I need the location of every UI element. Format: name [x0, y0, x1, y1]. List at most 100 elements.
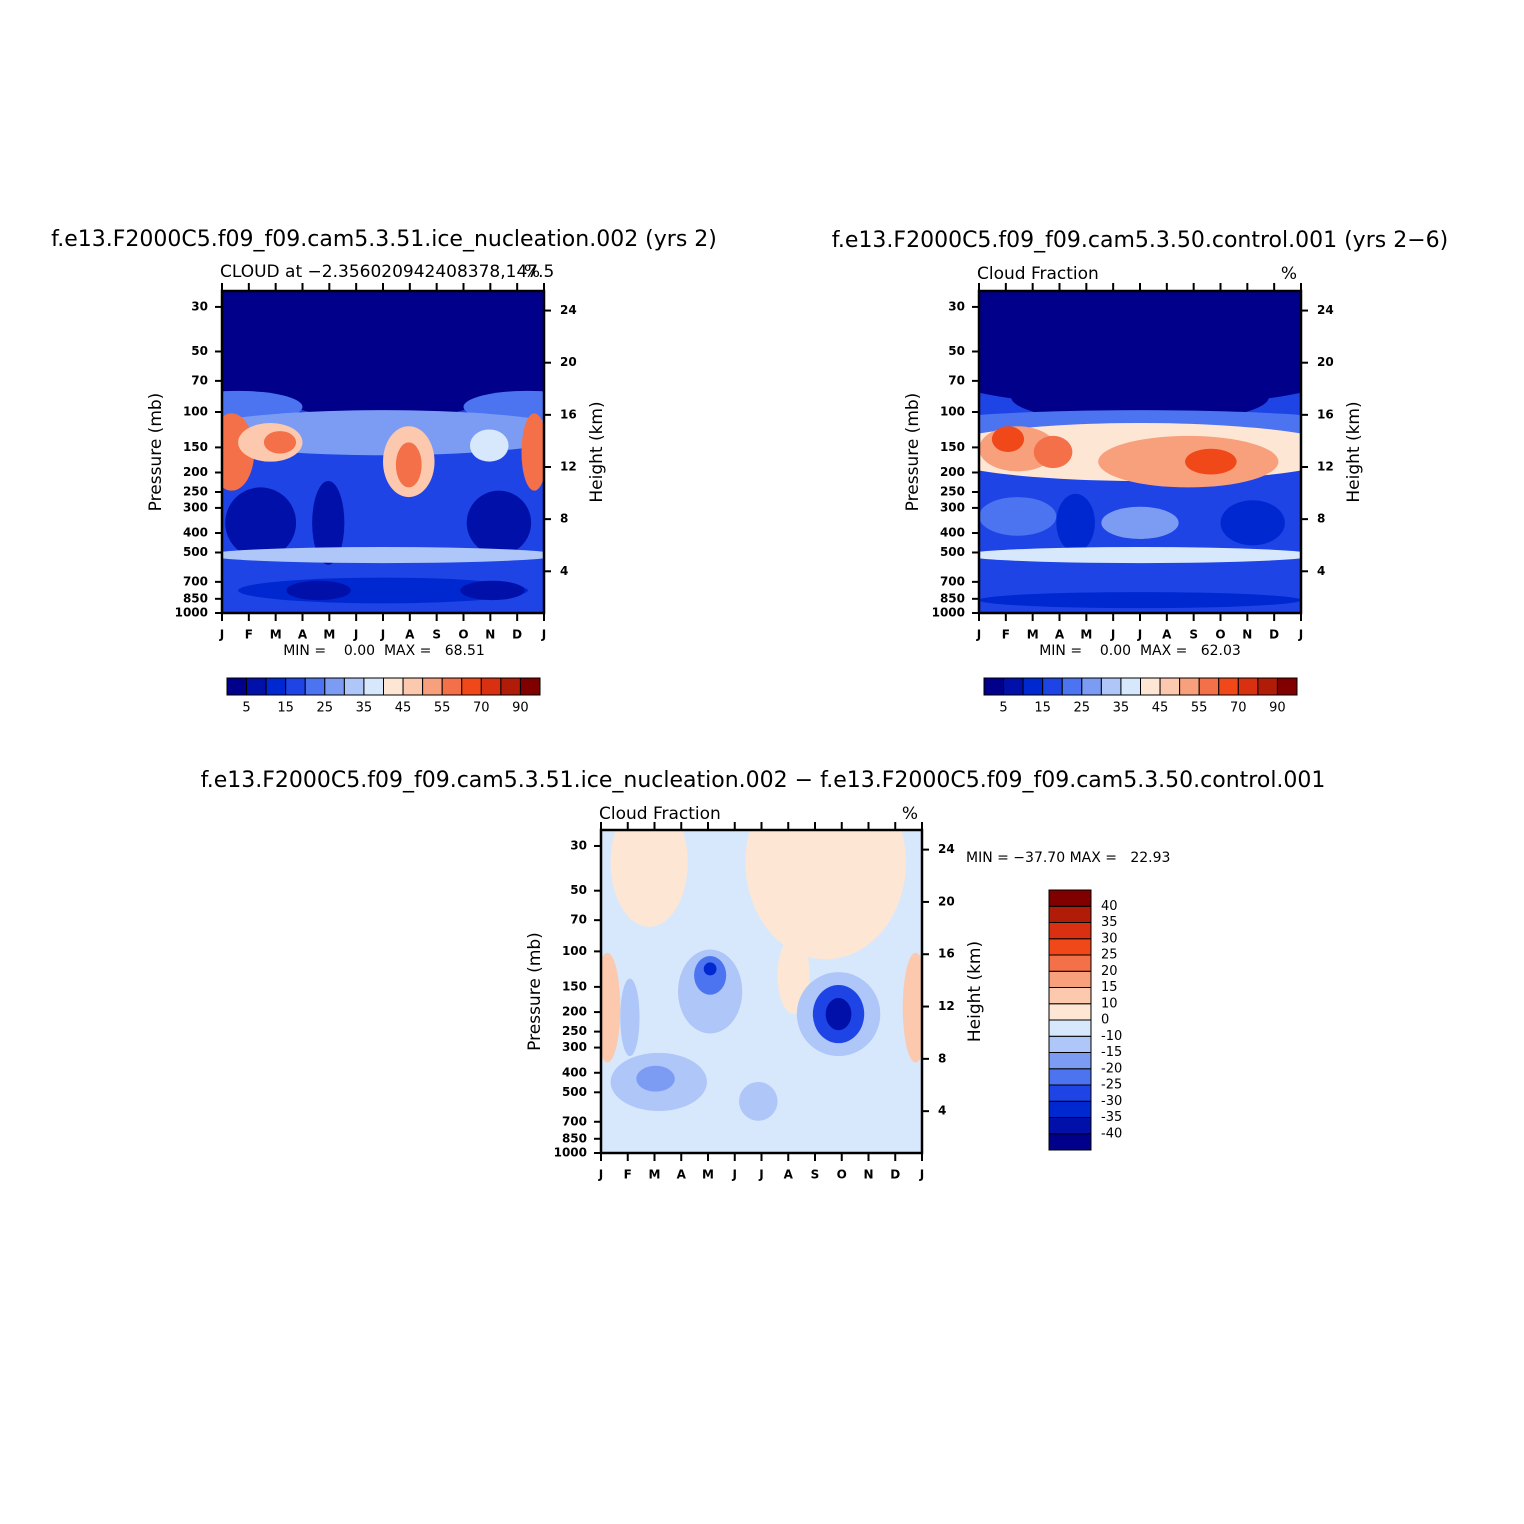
colorbar-box	[1003, 677, 1024, 696]
units: %	[1281, 264, 1297, 284]
contour-fill	[1220, 500, 1285, 546]
y-tick-label: 700	[562, 1114, 587, 1128]
contour-fill	[312, 480, 345, 565]
contour-fill	[825, 997, 852, 1031]
colorbar-box	[1048, 1117, 1092, 1135]
y-tick-label: 500	[183, 545, 208, 559]
x-tick-label: M	[702, 1168, 714, 1182]
colorbar-box	[1048, 889, 1092, 907]
colorbar-box	[1140, 677, 1161, 696]
x-tick-label: N	[863, 1168, 873, 1182]
y-tick-label: 400	[940, 526, 965, 540]
colorbar-box	[1048, 905, 1092, 923]
colorbar-label: 35	[1101, 915, 1118, 930]
y2-tick-label: 24	[560, 303, 577, 317]
y-tick-label: 300	[183, 500, 208, 514]
colorbar-box	[1081, 677, 1102, 696]
y-tick-label: 850	[940, 591, 965, 605]
y-tick-label: 400	[562, 1065, 587, 1079]
colorbar-box	[363, 677, 384, 696]
y-tick-label: 1000	[175, 606, 208, 620]
x-tick-label: D	[890, 1168, 900, 1182]
x-tick-label: J	[1110, 628, 1115, 642]
x-tick-label: A	[298, 628, 308, 642]
contour-fill	[979, 567, 1301, 594]
y-tick-label: 30	[570, 838, 587, 852]
y-tick-label: 500	[940, 545, 965, 559]
y-tick-label: 300	[562, 1040, 587, 1054]
colorbar-label: -20	[1101, 1061, 1122, 1076]
colorbar-label: -30	[1101, 1094, 1122, 1109]
y-tick-label: 50	[191, 344, 208, 358]
units: %	[524, 262, 540, 282]
y-tick-label: 100	[183, 405, 208, 419]
contour-fill	[270, 355, 496, 420]
colorbar-box	[983, 677, 1005, 696]
stats: MIN = 0.00 MAX = 68.51	[283, 643, 485, 659]
colorbar-box	[1048, 1019, 1092, 1037]
x-tick-label: J	[758, 1168, 763, 1182]
x-tick-label: J	[353, 628, 358, 642]
colorbar-box	[246, 677, 267, 696]
colorbar-label: 15	[1034, 701, 1051, 716]
colorbar-label: 90	[1269, 701, 1286, 716]
y-tick-label: 50	[570, 883, 587, 897]
y-tick-label: 300	[940, 500, 965, 514]
y-tick-label: 400	[183, 526, 208, 540]
chart-title: f.e13.F2000C5.f09_f09.cam5.3.50.control.…	[832, 228, 1448, 253]
x-tick-label: A	[1162, 628, 1172, 642]
colorbar-box	[1048, 954, 1092, 972]
colorbar-box	[1022, 677, 1044, 696]
contour-fill	[1185, 448, 1237, 475]
y-tick-label: 30	[948, 299, 965, 313]
x-tick-label: O	[837, 1168, 847, 1182]
colorbar-box	[1257, 677, 1278, 696]
colorbar-label: 30	[1101, 931, 1118, 946]
contour-fill	[1056, 493, 1095, 552]
colorbar-box	[1048, 1084, 1092, 1102]
y2-tick-label: 4	[560, 564, 568, 578]
colorbar-box	[343, 677, 365, 696]
y2-tick-label: 8	[1317, 512, 1325, 526]
y2-tick-label: 16	[1317, 407, 1334, 421]
x-tick-label: N	[485, 628, 495, 642]
x-tick-label: F	[245, 628, 253, 642]
colorbar-box	[1048, 938, 1092, 956]
y-tick-label: 150	[940, 440, 965, 454]
x-tick-label: A	[1055, 628, 1065, 642]
y2-tick-label: 24	[1317, 303, 1334, 317]
y-tick-label: 150	[562, 979, 587, 993]
colorbar-box	[422, 677, 443, 696]
y-tick-label: 700	[183, 574, 208, 588]
x-tick-label: A	[405, 628, 415, 642]
contour-fill	[395, 442, 422, 488]
subtitle: Cloud Fraction	[977, 264, 1099, 284]
y-tick-label: 200	[940, 465, 965, 479]
colorbar-label: 35	[356, 701, 373, 716]
colorbar-label: 5	[242, 701, 250, 716]
colorbar-box	[1179, 677, 1200, 696]
colorbar-label: 25	[317, 701, 334, 716]
contour-fill	[1011, 371, 1269, 424]
y-tick-label: 200	[183, 465, 208, 479]
contour-fill	[745, 830, 906, 960]
contour-fill	[469, 429, 509, 462]
colorbar-label: 45	[395, 701, 412, 716]
contour-fill	[610, 830, 688, 927]
y-tick-label: 1000	[554, 1146, 587, 1160]
y-tick-label: 850	[183, 591, 208, 605]
colorbar-box	[1048, 970, 1092, 988]
x-tick-label: J	[1137, 628, 1142, 642]
colorbar-box	[1048, 1003, 1092, 1021]
y2-tick-label: 8	[560, 512, 568, 526]
contour-fill	[979, 592, 1301, 609]
x-tick-label: A	[784, 1168, 794, 1182]
contour-fill	[222, 410, 544, 456]
contour-field	[979, 291, 1301, 613]
y2-axis-label: Height (km)	[587, 401, 607, 502]
colorbar-label: -40	[1101, 1126, 1122, 1141]
x-tick-label: M	[649, 1168, 661, 1182]
y-axis-label: Pressure (mb)	[525, 932, 545, 1051]
colorbar-box	[1048, 922, 1092, 940]
colorbar-label: 20	[1101, 964, 1118, 979]
